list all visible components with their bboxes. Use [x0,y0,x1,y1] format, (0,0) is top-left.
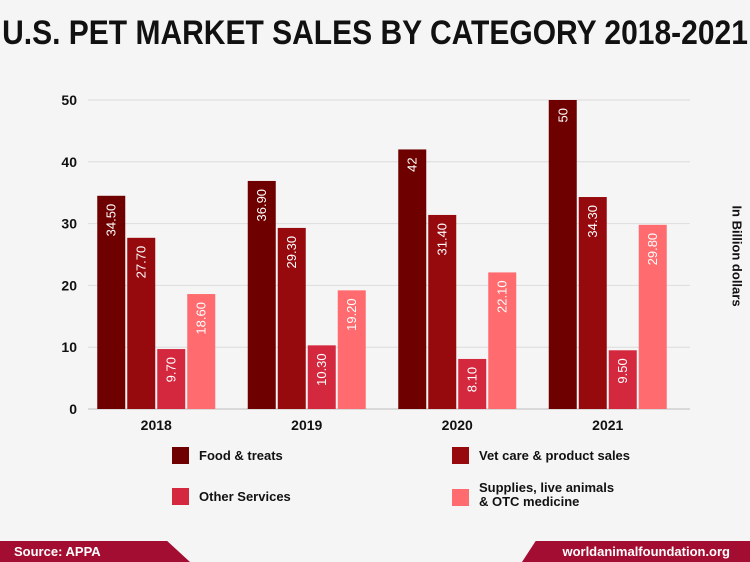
source-banner: Source: APPA [0,541,190,562]
legend-item: Vet care & product sales [452,447,630,464]
x-tick-label: 2020 [442,417,473,433]
y-tick-label: 10 [61,339,77,355]
bar [187,294,216,409]
legend-label: Supplies, live animals & OTC medicine [479,480,615,509]
bar [277,227,306,409]
legend-label: Vet care & product sales [479,448,631,463]
bar-value-label: 36.90 [254,189,269,222]
bar-value-label: 29.80 [645,233,660,266]
y-tick-label: 30 [61,216,77,232]
bar-value-label: 18.60 [194,302,209,335]
bar-value-label: 29.30 [284,236,299,269]
bar-value-label: 8.10 [465,367,480,392]
bar-value-label: 34.30 [585,205,600,238]
bar [638,224,667,409]
bar [458,358,487,409]
y-tick-label: 0 [69,401,77,417]
site-banner: worldanimalfoundation.org [522,541,750,562]
legend-item: Food & treats [172,447,283,464]
legend-item: Supplies, live animals & OTC medicine [452,481,614,509]
bar [337,290,366,409]
bar-value-label: 31.40 [435,223,450,256]
bar-value-label: 50 [555,108,570,122]
bar-value-label: 9.70 [164,357,179,382]
bar-value-label: 19.20 [344,298,359,331]
bar-value-label: 34.50 [104,204,119,237]
bar-value-label: 27.70 [134,246,149,279]
bar [127,237,156,409]
y-tick-label: 40 [61,154,77,170]
bar-value-label: 22.10 [495,280,510,313]
legend-swatch [172,488,189,505]
bar [97,195,126,409]
y-tick-label: 50 [61,92,77,108]
x-axis-ticks: 2018 2019 2020 2021 [141,417,624,433]
bar-value-label: 9.50 [615,358,630,383]
y-axis-ticks: 0 10 20 30 40 50 [61,92,77,417]
x-tick-label: 2019 [291,417,322,433]
bar-value-label: 42 [405,157,420,171]
bar [578,197,607,409]
bar [398,149,427,409]
bar-value-label: 10.30 [314,353,329,386]
legend-label: Food & treats [199,448,283,463]
y-tick-label: 20 [61,277,77,293]
legend-label: Other Services [199,489,291,504]
x-tick-label: 2018 [141,417,172,433]
bar [247,180,276,409]
y-axis-label: In Billion dollars [729,205,745,307]
x-tick-label: 2021 [592,417,623,433]
bar [428,214,457,409]
chart-title: U.S. PET MARKET SALES BY CATEGORY 2018-2… [2,14,748,52]
legend-swatch [172,447,189,464]
bars: 34.50 27.70 9.70 18.60 36.90 29.30 10.30 19.20 4… [97,100,667,409]
bar [608,350,637,409]
legend-swatch [452,489,469,506]
bar [488,272,517,409]
bar [157,349,186,409]
bar [548,100,577,409]
legend-swatch [452,447,469,464]
legend-item: Other Services [172,488,291,505]
bar [307,345,336,409]
